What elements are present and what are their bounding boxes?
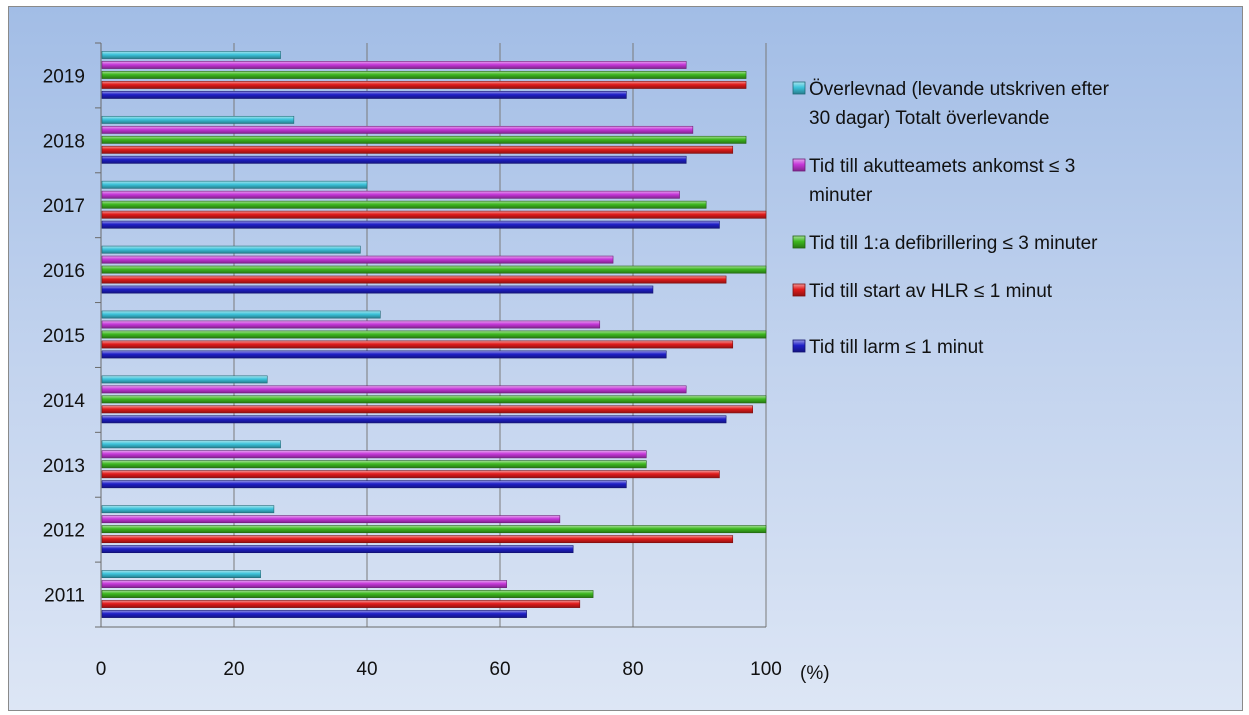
bar-2016-series-0 [101,285,654,294]
bar-2015-series-3 [101,320,601,329]
bar-2019-series-1 [101,81,747,89]
bar-2017-series-2 [101,200,707,209]
bar-2014-series-1 [101,405,754,414]
bar-chart: 0 20 40 60 80 100 (%) 2011 2012 2013 2014 2015 2016 2… [43,42,1110,684]
bar-2012-series-1 [101,535,734,544]
bar-2016-series-1 [101,275,727,284]
y-tick-label: 2014 [43,391,86,412]
bar-2016-series-4 [101,245,361,254]
bar-2014-series-2 [101,395,767,404]
bar-2011-series-4 [101,570,261,578]
bar-2019-series-0 [101,91,627,99]
bar-2017-series-3 [101,190,680,199]
legend-swatch-series-2 [792,235,806,249]
y-tick-label: 2016 [43,261,85,282]
bar-2018-series-1 [101,145,734,154]
x-tick-label: 20 [223,659,244,680]
bar-2013-series-4 [101,440,281,449]
bar-2015-series-2 [101,330,767,339]
legend-label-series-1: Tid till start av HLR ≤ 1 minut [809,281,1053,302]
bar-2012-series-2 [101,525,767,534]
bar-2018-series-0 [101,155,687,164]
bar-2013-series-3 [101,450,647,459]
bar-2011-series-2 [101,590,594,598]
y-tick-label: 2017 [43,196,85,217]
y-tick-label: 2015 [43,326,85,347]
bar-2014-series-3 [101,385,687,394]
legend-swatch-series-4 [792,81,806,95]
bar-2019-series-2 [101,71,747,79]
bar-2018-series-4 [101,115,295,124]
bar-2013-series-1 [101,470,720,479]
legend-label-series-4: Överlevnad (levande utskriven efter [809,79,1110,100]
legend-label-series-3: Tid till akutteamets ankomst ≤ 3 [809,156,1075,177]
chart-frame: 0 20 40 60 80 100 (%) 2011 2012 2013 2014 2015 2016 2… [8,6,1243,711]
legend-label-series-4: 30 dagar) Totalt överlevande [809,108,1049,129]
y-tick-label: 2018 [43,131,85,152]
bar-2015-series-1 [101,340,734,349]
bar-2019-series-4 [101,51,281,59]
bar-2011-series-0 [101,610,527,618]
bar-2013-series-2 [101,460,647,469]
bar-2012-series-4 [101,505,275,514]
x-tick-label: 60 [489,659,510,680]
bar-2016-series-3 [101,255,614,264]
legend-swatch-series-0 [792,339,806,353]
bar-2011-series-1 [101,600,581,608]
bar-2012-series-3 [101,515,561,524]
x-axis-unit: (%) [800,663,830,684]
x-tick-label: 0 [96,659,107,680]
bar-2018-series-3 [101,125,694,134]
bar-2014-series-4 [101,375,268,384]
bar-2013-series-0 [101,480,627,489]
y-tick-label: 2012 [43,521,85,542]
bar-2017-series-0 [101,220,720,229]
legend-swatch-series-1 [792,283,806,297]
x-tick-label: 40 [356,659,377,680]
bar-2011-series-3 [101,580,507,588]
legend-label-series-3: minuter [809,185,873,206]
bar-2015-series-0 [101,350,667,359]
legend-swatch-series-3 [792,158,806,172]
bar-2017-series-4 [101,180,368,189]
bar-2017-series-1 [101,210,767,219]
bar-2018-series-2 [101,135,747,144]
legend-label-series-0: Tid till larm ≤ 1 minut [809,337,984,358]
bar-2012-series-0 [101,545,574,554]
bar-2016-series-2 [101,265,767,274]
bar-2014-series-0 [101,415,727,424]
bar-2015-series-4 [101,310,381,319]
x-tick-label: 100 [750,659,782,680]
y-tick-label: 2019 [43,66,85,87]
x-tick-label: 80 [622,659,643,680]
y-tick-label: 2011 [44,586,85,607]
y-tick-label: 2013 [43,456,85,477]
legend-label-series-2: Tid till 1:a defibrillering ≤ 3 minuter [809,233,1098,254]
bar-2019-series-3 [101,61,687,69]
